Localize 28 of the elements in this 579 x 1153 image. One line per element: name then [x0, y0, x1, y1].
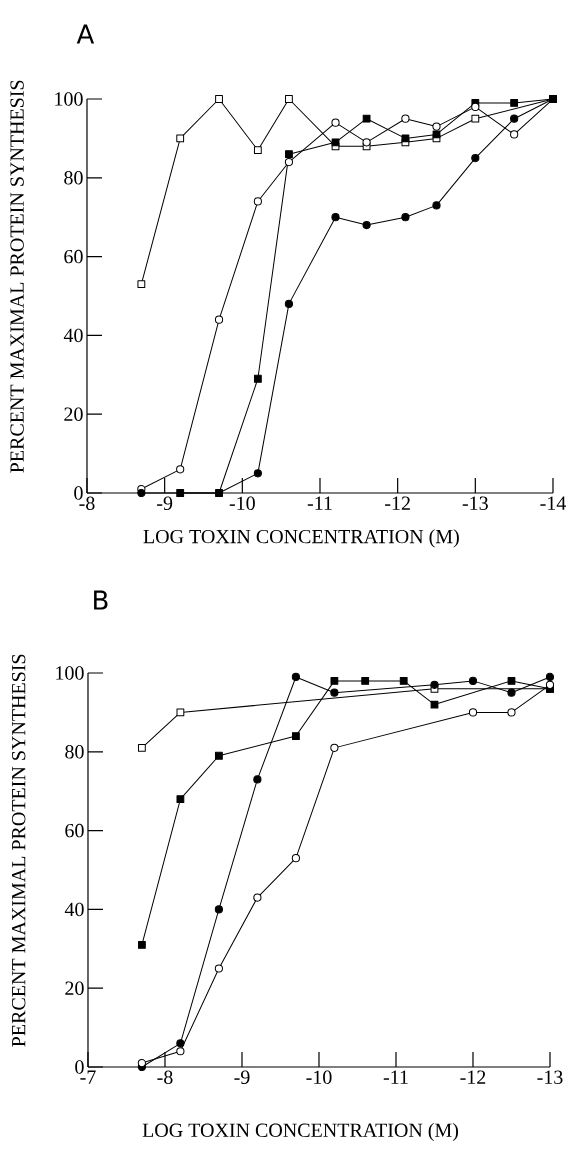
x-tick-label: -9: [234, 1070, 250, 1084]
y-tick-label: 100: [56, 666, 84, 680]
y-axis-title: PERCENT MAXIMAL PROTEIN SYNTHESIS: [10, 80, 24, 473]
x-tick-label: -8: [157, 1070, 173, 1085]
x-axis-title: LOG TOXIN CONCENTRATION (M): [142, 1122, 459, 1142]
y-tick-label: 20: [65, 981, 84, 995]
x-tick-label: -12: [460, 1070, 486, 1084]
y-tick-label: 40: [63, 328, 83, 343]
chart-title: A: [76, 24, 95, 44]
x-tick-label: -11: [383, 1070, 408, 1084]
x-tick-label: -12: [385, 496, 410, 510]
x-tick-label: -13: [462, 496, 488, 510]
x-tick-label: -9: [157, 496, 173, 510]
y-axis-title: PERCENT MAXIMAL PROTEIN SYNTHESIS: [11, 654, 26, 1047]
x-tick-label: -10: [306, 1070, 332, 1085]
x-axis-title: LOG TOXIN CONCENTRATION (M): [143, 529, 459, 548]
x-tick-label: -11: [307, 496, 332, 510]
x-tick-label: -10: [229, 496, 255, 511]
x-tick-label: -14: [540, 496, 567, 510]
y-tick-label: 60: [64, 249, 83, 264]
y-tick-label: 40: [64, 902, 84, 917]
y-tick-label: 100: [55, 92, 83, 106]
y-tick-label: 80: [64, 171, 83, 185]
chart-title: B: [94, 590, 108, 610]
x-tick-label: -13: [537, 1070, 563, 1084]
y-tick-label: 60: [65, 823, 84, 838]
y-tick-label: 80: [65, 745, 84, 759]
y-tick-label: 20: [64, 407, 83, 421]
